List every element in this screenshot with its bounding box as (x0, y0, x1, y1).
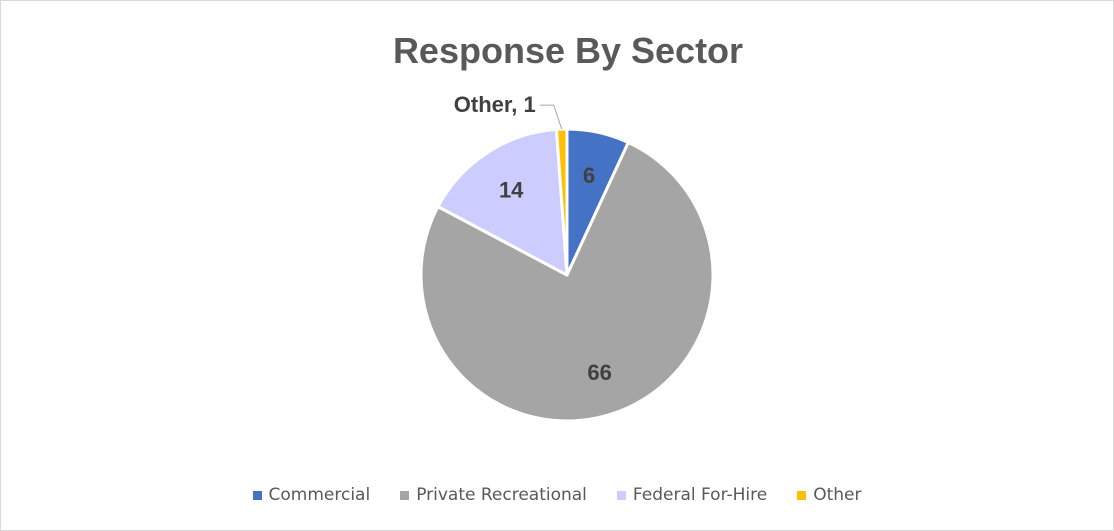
legend-swatch-private-recreational (400, 490, 410, 500)
data-label-other: Other, 1 (454, 92, 536, 117)
data-label-private-recreational: 66 (587, 360, 611, 385)
legend-swatch-federal-for-hire (616, 490, 626, 500)
data-label-commercial: 6 (583, 163, 595, 188)
legend-entry-federal-for-hire: Federal For-Hire (616, 485, 768, 505)
leader-line-other (539, 104, 563, 130)
legend-swatch-other (797, 490, 807, 500)
legend: Commercial Private Recreational Federal … (1, 485, 1113, 505)
legend-label-private-recreational: Private Recreational (416, 485, 587, 505)
legend-label-other: Other (813, 485, 862, 505)
legend-label-federal-for-hire: Federal For-Hire (632, 485, 768, 505)
pie-slice-federal-for-hire (436, 127, 569, 277)
legend-entry-private-recreational: Private Recreational (400, 485, 587, 505)
legend-entry-other: Other (797, 485, 862, 505)
chart-title: Response By Sector (393, 30, 743, 71)
legend-swatch-commercial (252, 490, 262, 500)
pie-slices (419, 127, 715, 423)
data-label-federal-for-hire: 14 (499, 177, 524, 202)
pie-slice-other (554, 127, 569, 277)
leader-lines (539, 104, 563, 130)
legend-label-commercial: Commercial (268, 485, 371, 505)
pie-slice-private-recreational (419, 140, 715, 423)
legend-entry-commercial: Commercial (252, 485, 371, 505)
